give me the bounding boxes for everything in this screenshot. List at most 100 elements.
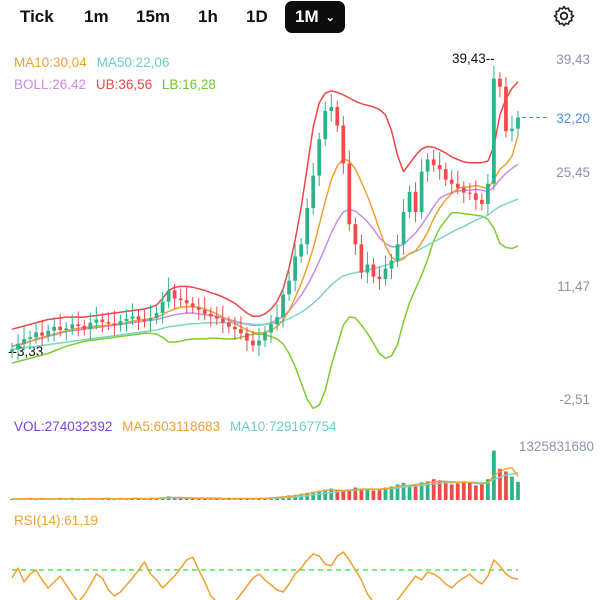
candle-body [202, 309, 207, 314]
volume-bar [461, 481, 466, 500]
volume-bar [347, 489, 352, 500]
volume-bar [335, 490, 340, 500]
candle-body [88, 322, 93, 330]
candle-body [281, 294, 285, 318]
tab-15m[interactable]: 15m [136, 7, 171, 26]
gear-icon[interactable] [552, 4, 576, 28]
volume-bar [214, 498, 219, 500]
candle-body [341, 125, 346, 164]
candle-body [395, 244, 400, 261]
volume-bar [190, 498, 195, 500]
volume-bar [377, 489, 382, 500]
candle-body [28, 337, 32, 339]
candle-body [449, 179, 454, 184]
volume-bar [353, 487, 358, 500]
volume-bar [419, 482, 424, 500]
candle-body [208, 313, 213, 317]
candle-body [353, 224, 358, 245]
volume-bar [425, 481, 430, 500]
candle-body [486, 183, 490, 204]
tab-1m[interactable]: 1m [84, 7, 109, 26]
candle-body [70, 324, 75, 329]
volume-bar [371, 490, 376, 500]
vol-legend: VOL:274032392 [14, 419, 113, 434]
current-price-label: 32,20 [556, 111, 590, 126]
tab-1m-month[interactable]: 1M ⌄ [285, 1, 345, 33]
candle-body [461, 187, 466, 193]
volume-bar [136, 498, 141, 500]
volume-bar [323, 489, 328, 500]
candle-body [407, 191, 412, 213]
candle-body [136, 316, 141, 320]
candle-body [359, 244, 364, 273]
candle-body [299, 244, 304, 257]
vol-ma10-legend: MA10:729167754 [229, 419, 337, 434]
candle-body [233, 326, 237, 330]
volume-bar [202, 498, 207, 500]
chevron-down-icon: ⌄ [325, 11, 335, 24]
candle-body [148, 317, 153, 322]
candle-body [10, 349, 14, 352]
price-axis-label: -2,51 [559, 392, 590, 407]
candle-body [479, 199, 484, 204]
volume-bar [245, 498, 249, 500]
volume-bar [365, 489, 370, 500]
volume-bar [317, 490, 322, 500]
volume-bar [184, 498, 189, 500]
high-price-value: 39,43 [452, 51, 486, 66]
rsi-legend: RSI(14):61,19 [14, 513, 99, 528]
volume-bar [311, 491, 316, 500]
tab-tick[interactable]: Tick [20, 7, 54, 26]
candle-body [196, 307, 201, 310]
volume-bar [341, 491, 346, 500]
volume-bar [239, 498, 243, 500]
candle-body [112, 323, 117, 326]
candle-body [287, 280, 291, 295]
volume-max-label: 1325831680 [518, 439, 594, 454]
candle-body [16, 343, 20, 350]
ma50-line [11, 198, 519, 351]
candle-body [401, 212, 406, 245]
candle-body [263, 332, 267, 341]
candle-body [510, 128, 514, 132]
candle-body [154, 313, 159, 318]
volume-bar [196, 498, 201, 500]
candle-body [473, 193, 478, 200]
vol-ma10-line [12, 472, 519, 500]
tab-1m-month-label: 1M [295, 7, 319, 26]
volume-bar [130, 498, 135, 500]
candle-body [317, 139, 322, 176]
price-axis-label: 25,45 [556, 165, 590, 180]
candle-body [293, 256, 297, 281]
candle-body [58, 326, 63, 331]
volume-bar [106, 498, 111, 500]
volume-bar [257, 498, 261, 500]
candle-body [130, 316, 135, 319]
price-legend-row1: MA10:30,04 MA50:22,06 [14, 55, 175, 70]
price-axis-label: 11,47 [557, 279, 590, 294]
volume-bar [467, 482, 472, 500]
boll-line [11, 163, 519, 347]
candle-body [118, 321, 123, 326]
candle-body [516, 117, 520, 129]
volume-bar [383, 487, 388, 500]
candle-body [142, 319, 147, 322]
volume-bar [407, 485, 412, 500]
candle-body [239, 329, 243, 334]
candle-body [257, 340, 261, 346]
candle-body [365, 264, 370, 273]
ub-legend: UB:36,56 [95, 77, 153, 92]
candle-body [52, 326, 57, 331]
candle-body [305, 207, 310, 245]
tab-1h[interactable]: 1h [198, 7, 218, 26]
volume-bar [437, 480, 442, 500]
volume-bar [516, 481, 520, 500]
candle-body [82, 325, 87, 330]
volume-legend: VOL:274032392 MA5:603118683 MA10:7291677… [14, 419, 343, 434]
candle-body [323, 110, 328, 140]
tab-1d[interactable]: 1D [246, 7, 268, 26]
candle-body [504, 86, 508, 132]
volume-bar [455, 483, 460, 500]
candle-body [269, 324, 273, 333]
